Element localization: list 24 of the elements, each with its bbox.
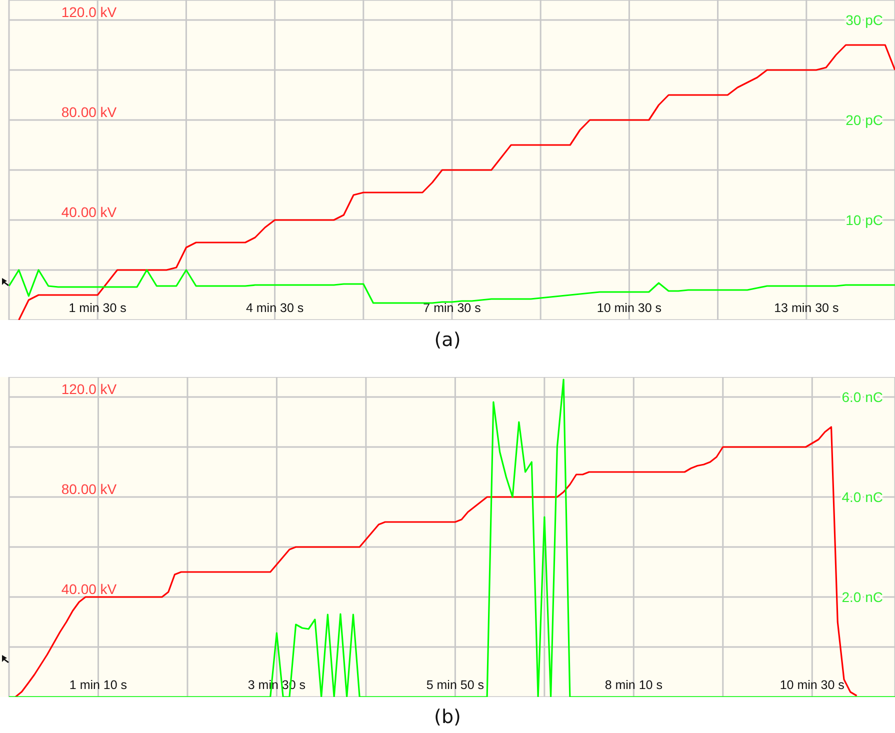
x-tick-label: 1 min 30 s (68, 301, 126, 315)
text: (a) (433, 328, 462, 353)
x-tick-label: 10 min 30 s (780, 678, 844, 692)
y2-tick-label: 30 pC (846, 12, 883, 28)
x-tick-label: 1 min 10 s (69, 678, 128, 692)
y-tick-label: 40.00 kV (61, 204, 118, 220)
y-tick-label: 40.00 kV (61, 581, 118, 597)
line-series (9, 378, 895, 697)
y-tick-label: 80.00 kV (61, 481, 118, 497)
x-tick-label: 13 min 30 s (774, 301, 839, 315)
text: (b) (433, 705, 462, 730)
y2-tick-label: 10 pC (846, 212, 883, 228)
y2-tick-label: 20 pC (846, 112, 883, 128)
x-tick-label: 4 min 30 s (246, 301, 304, 315)
y2-tick-label: 4.0 nC (842, 489, 883, 505)
y2-tick-label: 6.0 nC (842, 389, 883, 405)
x-tick-label: 7 min 30 s (423, 301, 481, 315)
y-tick-label: 120.0 kV (61, 381, 118, 397)
x-tick-label: 5 min 50 s (426, 678, 484, 692)
y2-tick-label: 2.0 nC (842, 589, 883, 605)
y-tick-label: 120.0 kV (61, 4, 118, 20)
x-tick-label: 8 min 10 s (604, 678, 662, 692)
x-tick-label: 10 min 30 s (596, 301, 662, 315)
y-tick-label: 80.00 kV (61, 104, 118, 120)
